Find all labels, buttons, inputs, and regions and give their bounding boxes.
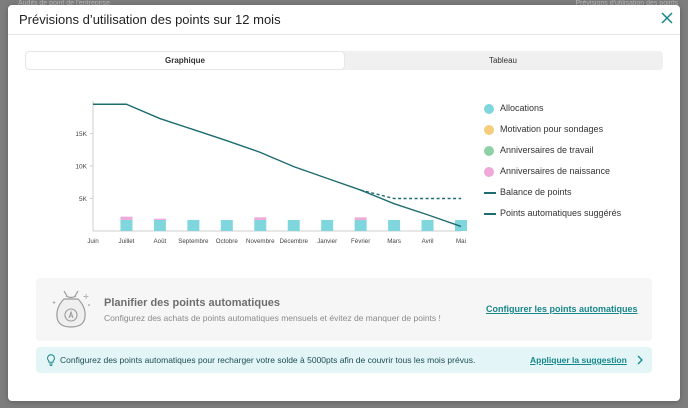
x-tick-label: Août: [154, 238, 167, 245]
auto-points-subtitle: Configurez des achats de points automati…: [104, 313, 441, 323]
bar-anniversaires-de-naissance: [254, 217, 267, 220]
bar-allocations: [187, 219, 200, 231]
bar-anniversaires-de-naissance: [354, 217, 367, 220]
legend-swatch: [484, 192, 496, 194]
legend-swatch: [484, 125, 494, 135]
apply-suggestion-link[interactable]: Appliquer la suggestion: [530, 355, 627, 365]
suggested-auto-points-line: [360, 189, 461, 200]
bar-allocations: [455, 219, 467, 231]
x-tick-label: Décembre: [279, 238, 308, 245]
bar-allocations: [321, 219, 334, 231]
bar-anniversaires-de-naissance: [153, 218, 166, 220]
backdrop-right-text: Prévisions d'utilisation des points: [575, 0, 678, 7]
bar-allocations: [153, 219, 166, 231]
forecast-modal: Prévisions d’utilisation des points sur …: [8, 5, 680, 401]
bar-allocations: [388, 219, 401, 231]
x-tick-label: Février: [351, 238, 370, 245]
x-tick-label: Septembre: [178, 238, 209, 245]
close-icon[interactable]: [660, 11, 674, 25]
x-tick-label: Mars: [387, 238, 401, 245]
x-tick-label: Juillet: [119, 238, 135, 245]
bar-allocations: [421, 219, 434, 231]
bar-allocations: [220, 219, 233, 231]
bar-allocations: [354, 219, 367, 231]
legend-label: Anniversaires de naissance: [500, 166, 611, 176]
auto-points-card: Planifier des points automatiques Config…: [36, 278, 652, 341]
bar-allocations: [120, 219, 133, 231]
y-tick-label: 5K: [79, 196, 88, 203]
legend-label: Balance de points: [500, 187, 572, 197]
x-tick-label: Novembre: [246, 238, 275, 245]
tab-graphique[interactable]: Graphique: [26, 52, 344, 69]
tab-tableau[interactable]: Tableau: [488, 56, 518, 65]
legend-swatch: [484, 213, 496, 215]
y-tick-label: 10K: [75, 164, 87, 171]
legend-swatch: [484, 167, 494, 177]
legend-swatch: [484, 146, 494, 156]
bar-allocations: [254, 219, 267, 231]
view-toggle: Graphique Tableau: [25, 51, 663, 70]
piggy-bank-icon: [52, 290, 90, 328]
configure-auto-points-link[interactable]: Configurer les points automatiques: [486, 304, 638, 314]
x-tick-label: Avril: [422, 238, 434, 245]
x-tick-label: Mai: [456, 238, 466, 245]
backdrop-left-text: Audits de point de l'entreprise: [18, 0, 111, 7]
y-tick-label: 15K: [75, 131, 87, 138]
suggestion-text: Configurez des points automatiques pour …: [60, 355, 476, 365]
modal-title: Prévisions d’utilisation des points sur …: [19, 12, 281, 27]
auto-points-title: Planifier des points automatiques: [104, 297, 281, 309]
chevron-right-icon[interactable]: [636, 355, 644, 365]
lightbulb-icon: [47, 354, 55, 366]
x-tick-label: Juin: [87, 238, 99, 245]
legend-swatch: [484, 104, 494, 114]
legend-label: Points automatiques suggérés: [500, 208, 622, 218]
bar-allocations: [287, 219, 300, 231]
x-tick-label: Janvier: [317, 238, 337, 245]
legend-label: Motivation pour sondages: [500, 124, 604, 134]
suggestion-banner: Configurez des points automatiques pour …: [36, 347, 652, 373]
points-forecast-chart: 5K 10K 15K Juin Juillet Août Septembre Octobre N…: [75, 101, 467, 245]
bar-anniversaires-de-naissance: [120, 216, 133, 220]
balance-line: [93, 103, 462, 228]
legend-label: Anniversaires de travail: [500, 145, 594, 155]
header-divider: [8, 34, 680, 35]
legend-label: Allocations: [500, 103, 544, 113]
x-tick-label: Octobre: [216, 238, 239, 245]
